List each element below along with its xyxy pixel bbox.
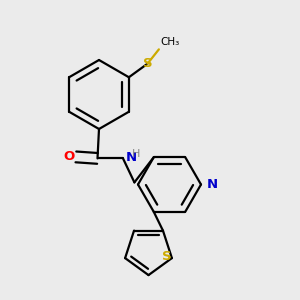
Text: S: S xyxy=(162,250,171,263)
Text: N: N xyxy=(125,151,136,164)
Text: S: S xyxy=(143,57,152,70)
Text: H: H xyxy=(131,148,140,159)
Text: CH₃: CH₃ xyxy=(160,37,180,47)
Text: O: O xyxy=(64,150,75,164)
Text: N: N xyxy=(206,178,218,191)
